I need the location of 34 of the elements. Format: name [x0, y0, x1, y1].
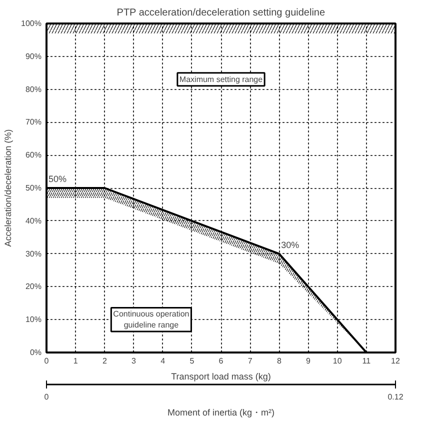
x-tick-label: 12: [391, 356, 400, 366]
chart-title: PTP acceleration/deceleration setting guideline: [116, 8, 326, 18]
annotation: Continuous operation guideline range: [113, 310, 190, 330]
y-tick-label: 20%: [25, 282, 42, 292]
x-tick-label: 0: [44, 356, 50, 366]
annotation: Maximum setting range: [179, 74, 264, 84]
x-tick-label: 1: [73, 356, 78, 366]
x-tick-label: 7: [248, 356, 253, 366]
x-tick-label: 6: [218, 356, 224, 366]
y-axis-title: Acceleration/deceleration (%): [3, 129, 14, 247]
x-tick-label: 10: [332, 356, 342, 366]
x-tick-label: 3: [132, 356, 137, 366]
y-tick-label: 100%: [21, 19, 42, 28]
y-tick-label: 10%: [25, 315, 42, 324]
y-tick-label: 90%: [25, 52, 42, 61]
y-tick-label: 80%: [25, 84, 42, 94]
x-tick-label: 2: [102, 356, 108, 366]
x-tick-label: 4: [160, 356, 166, 366]
y-tick-label: 50%: [25, 184, 42, 192]
x-tick-label: 9: [306, 356, 312, 366]
x2-axis-title: Moment of inertia (kg・m²): [167, 408, 275, 418]
x-tick-label: 5: [190, 356, 195, 366]
y-tick-label: 0%: [30, 348, 42, 357]
y-tick-label: 70%: [25, 118, 42, 127]
x-axis-title: Transport load mass (kg): [171, 372, 271, 382]
y-tick-label: 30%: [25, 249, 42, 258]
x-tick-label: 8: [276, 356, 282, 366]
x2-tick-label: 0.12: [388, 392, 404, 402]
annotation: 50%: [48, 174, 67, 184]
x2-tick-label: 0: [44, 392, 50, 402]
annotation: 30%: [281, 240, 300, 250]
x-tick-label: 11: [362, 356, 372, 366]
y-tick-label: 40%: [25, 216, 42, 226]
y-tick-label: 60%: [25, 150, 42, 160]
